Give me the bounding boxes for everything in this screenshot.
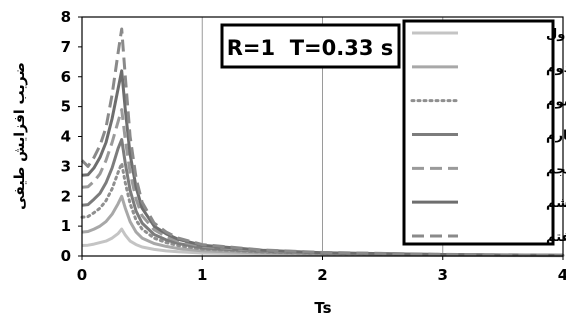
- x-tick-label-4: 4: [558, 266, 566, 284]
- y-tick-label-7: 7: [61, 38, 71, 56]
- x-axis-label: Ts: [314, 299, 331, 317]
- x-tick-label-3: 3: [438, 266, 448, 284]
- series-lines: [80, 27, 565, 258]
- y-tick-label-4: 4: [61, 128, 71, 146]
- legend-label-3: طبقه سوم: [546, 95, 566, 110]
- legend-label-4: طبقه چهارم: [546, 129, 566, 144]
- legend: طبقه اول طبقه دوم طبقه سوم طبقه چهارم طبقه پ…: [402, 19, 566, 246]
- legend-label-2: طبقه دوم: [546, 61, 566, 76]
- y-tick-label-2: 2: [61, 187, 71, 205]
- x-tick-label-0: 0: [77, 266, 87, 284]
- y-tick-label-0: 0: [61, 247, 71, 265]
- annotation-box: R=1 T=0.33 s: [220, 23, 401, 69]
- y-tick-label-5: 5: [61, 98, 71, 116]
- legend-label-1: طبقه اول: [546, 27, 566, 42]
- y-tick-label-3: 3: [61, 157, 71, 175]
- legend-label-7: طبقه هفتم: [546, 230, 566, 245]
- y-axis-label: ضریب افزایش طیفی: [12, 62, 28, 210]
- y-tick-label-8: 8: [61, 8, 71, 26]
- series-line-5: [81, 108, 564, 257]
- legend-label-6: طبقه ششم: [546, 196, 566, 211]
- annotation-text: R=1 T=0.33 s: [227, 36, 394, 60]
- x-tick-label-2: 2: [317, 266, 327, 284]
- y-tick-label-6: 6: [61, 68, 71, 86]
- x-tick-label-1: 1: [197, 266, 207, 284]
- series-line-2: [81, 194, 564, 258]
- legend-box: [402, 19, 555, 246]
- series-line-7: [80, 27, 564, 257]
- y-tick-label-1: 1: [61, 217, 71, 235]
- legend-label-5: طبقه پنجم: [546, 162, 566, 177]
- axis-ticks: 0 1 2 3 4 0 1 2 3 4 5 6 7 8: [61, 8, 566, 284]
